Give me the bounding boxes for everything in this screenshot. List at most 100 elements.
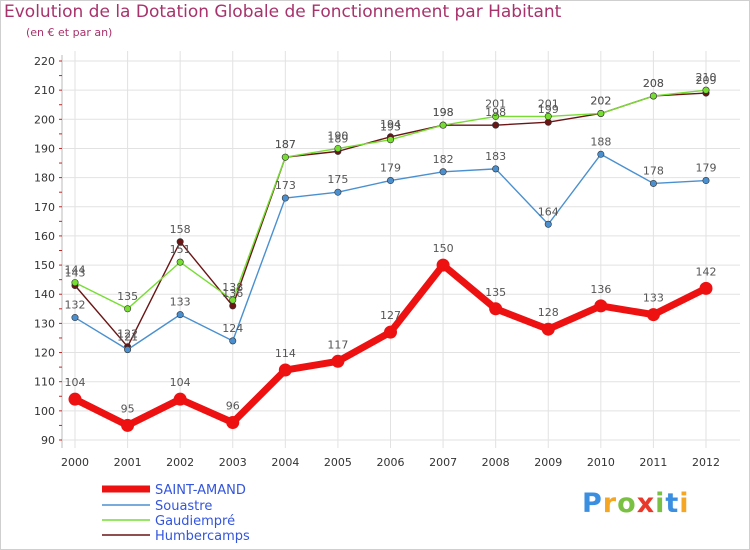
data-point [597, 109, 605, 117]
data-point [386, 177, 394, 185]
data-point [702, 177, 710, 185]
data-label: 124 [222, 322, 243, 335]
data-label: 132 [65, 299, 86, 312]
data-label: 183 [485, 150, 506, 163]
data-label: 193 [380, 121, 401, 134]
grid [63, 51, 740, 448]
chart-title: Evolution de la Dotation Globale de Fonc… [4, 2, 562, 22]
legend-label: Gaudiempré [155, 514, 235, 529]
data-label: 175 [327, 173, 348, 186]
data-label: 142 [696, 265, 717, 278]
data-point [71, 279, 79, 287]
logo-letter: t [665, 488, 680, 519]
data-point [229, 296, 237, 304]
data-point [597, 150, 605, 158]
data-labels: 143 122 158 136 187 189 194 198 198 199 202 208 209 1… [65, 71, 717, 415]
x-tick-label: 2000 [61, 456, 89, 469]
data-point [334, 188, 342, 196]
logo-letter: x [636, 488, 656, 519]
y-tick-label: 220 [34, 55, 55, 68]
y-tick-label: 90 [41, 434, 55, 447]
data-label: 208 [643, 77, 664, 90]
x-tick-label: 2012 [692, 456, 720, 469]
data-label: 164 [538, 205, 559, 218]
data-label: 189 [327, 132, 348, 145]
data-label: 136 [222, 287, 243, 300]
data-label: 143 [65, 266, 86, 279]
logo-letter: r [602, 488, 618, 519]
data-point [649, 92, 657, 100]
data-label: 198 [485, 106, 506, 119]
data-label: 117 [327, 338, 348, 351]
x-tick-label: 2003 [219, 456, 247, 469]
data-label: 188 [590, 135, 611, 148]
data-label: 178 [643, 164, 664, 177]
data-label: 210 [696, 71, 717, 84]
data-point [229, 302, 237, 310]
data-label: 179 [380, 162, 401, 175]
data-point [544, 220, 552, 228]
y-tick-label: 160 [34, 230, 55, 243]
data-label: 182 [433, 153, 454, 166]
data-point [649, 179, 657, 187]
data-point [492, 165, 500, 173]
y-tick-label: 180 [34, 172, 55, 185]
data-label: 133 [643, 292, 664, 305]
data-point [281, 153, 289, 161]
y-tick-label: 110 [34, 376, 55, 389]
data-point [544, 112, 552, 120]
data-label: 190 [327, 129, 348, 142]
x-tick-label: 2002 [166, 456, 194, 469]
data-point [331, 354, 345, 368]
data-point [226, 416, 240, 430]
data-point [541, 322, 555, 336]
data-label: 144 [65, 264, 86, 277]
data-label: 104 [170, 376, 191, 389]
data-point [386, 136, 394, 144]
proxiti-logo: Proxiti [582, 488, 690, 519]
data-label: 187 [275, 138, 296, 151]
data-label: 187 [275, 138, 296, 151]
data-point [124, 346, 132, 354]
x-tick-label: 2001 [114, 456, 142, 469]
data-point [439, 168, 447, 176]
data-point [281, 194, 289, 202]
x-tick-label: 2007 [429, 456, 457, 469]
data-point [71, 314, 79, 322]
data-point [334, 144, 342, 152]
x-tick-label: 2010 [587, 456, 615, 469]
data-label: 122 [117, 328, 138, 341]
data-label: 151 [170, 243, 191, 256]
y-tick-label: 210 [34, 84, 55, 97]
data-point [176, 258, 184, 266]
data-label: 150 [433, 242, 454, 255]
logo-letter: i [679, 488, 690, 519]
legend-label: SAINT-AMAND [155, 483, 246, 498]
x-tick-label: 2011 [639, 456, 667, 469]
data-label: 198 [433, 106, 454, 119]
data-label: 202 [590, 94, 611, 107]
data-point [176, 238, 184, 246]
logo-letter: P [582, 488, 603, 519]
data-point [436, 258, 450, 272]
legend-label: Souastre [155, 499, 212, 514]
data-label: 114 [275, 347, 296, 360]
data-label: 179 [696, 162, 717, 175]
data-point [544, 118, 552, 126]
chart-subtitle: (en € et par an) [26, 26, 113, 39]
data-label: 198 [433, 106, 454, 119]
data-label: 173 [275, 179, 296, 192]
y-tick-label: 130 [34, 317, 55, 330]
logo-letter: o [617, 488, 637, 519]
data-label: 208 [643, 77, 664, 90]
y-tick-label: 200 [34, 113, 55, 126]
x-tick-label: 2006 [377, 456, 405, 469]
data-point [439, 121, 447, 129]
data-point [594, 299, 608, 313]
data-point [646, 308, 660, 322]
data-label: 135 [117, 290, 138, 303]
y-tick-label: 190 [34, 142, 55, 155]
y-tick-label: 100 [34, 405, 55, 418]
data-point [278, 363, 292, 377]
